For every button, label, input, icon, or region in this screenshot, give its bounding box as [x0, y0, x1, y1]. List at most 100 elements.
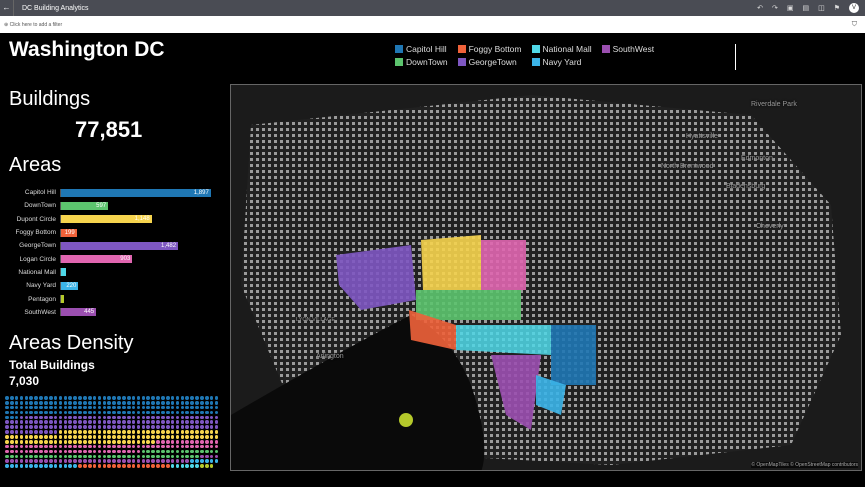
density-dot: [204, 430, 209, 434]
bar-row[interactable]: Pentagon: [0, 292, 215, 305]
bar[interactable]: 220: [61, 281, 79, 290]
density-dot: [170, 396, 175, 400]
density-dot: [185, 464, 190, 468]
density-dot: [151, 439, 155, 444]
map-legend: Capitol Hill Foggy Bottom National Mall Sou…: [395, 44, 654, 67]
filter-placeholder[interactable]: Click here to add a filter: [9, 21, 63, 28]
density-dot: [141, 464, 146, 468]
density-dot: [175, 444, 180, 449]
density-dot: [126, 405, 131, 410]
density-dot: [170, 425, 175, 429]
bar-row[interactable]: Dupont Circle 1,148: [0, 213, 215, 226]
legend-item[interactable]: SouthWest: [601, 44, 654, 54]
legend-item[interactable]: Foggy Bottom: [457, 44, 522, 54]
map-place-label: Bladensburg: [726, 183, 766, 190]
bar-row[interactable]: DownTown 597: [0, 199, 215, 212]
undo-icon[interactable]: ↶: [757, 5, 763, 12]
density-dot: [53, 410, 58, 415]
density-dot: [122, 430, 126, 434]
bar-row[interactable]: Logan Circle 903: [0, 252, 215, 265]
share-icon[interactable]: ▣: [786, 5, 794, 12]
map-view[interactable]: Riverdale Park Hyattsville Edmonton Nort…: [230, 84, 862, 471]
bar[interactable]: 597: [61, 201, 109, 210]
legend-item[interactable]: National Mall: [531, 44, 592, 54]
density-dot: [39, 439, 43, 444]
avatar[interactable]: V: [849, 3, 859, 13]
bar[interactable]: 1,148: [61, 215, 152, 224]
density-dot: [87, 449, 92, 454]
legend-label: Capitol Hill: [406, 44, 447, 54]
density-dot: [68, 400, 73, 405]
density-dot: [34, 400, 38, 405]
region-capitol-hill: [551, 325, 596, 385]
density-dot: [39, 415, 43, 420]
present-icon[interactable]: ◫: [818, 5, 825, 12]
density-dot: [136, 444, 141, 449]
density-dot: [39, 405, 43, 410]
bar[interactable]: 445: [61, 308, 97, 317]
density-dot: [97, 444, 102, 449]
density-dot: [102, 425, 107, 429]
density-dot: [141, 396, 146, 400]
density-dot: [39, 400, 43, 405]
bar-row[interactable]: Capitol Hill 1,897: [0, 186, 215, 199]
density-dot: [5, 396, 9, 400]
bar-row[interactable]: GeorgeTown 1,482: [0, 239, 215, 252]
bookmark-icon[interactable]: ⚑: [833, 5, 840, 12]
density-dot: [131, 425, 136, 429]
legend-item[interactable]: Navy Yard: [531, 57, 592, 67]
density-dot: [83, 425, 87, 429]
filter-bar[interactable]: ⊕ Click here to add a filter ⛉: [0, 16, 865, 33]
bar-row[interactable]: National Mall: [0, 266, 215, 279]
bar[interactable]: 1,897: [61, 188, 211, 197]
density-dot: [141, 459, 146, 464]
density-dot: [161, 425, 165, 429]
legend-swatch: [601, 45, 610, 53]
density-dot: [165, 430, 170, 434]
divider: [735, 44, 736, 70]
legend-item[interactable]: Capitol Hill: [395, 44, 448, 54]
density-dot: [68, 459, 73, 464]
density-dot: [102, 444, 107, 449]
density-dot: [14, 454, 19, 459]
notes-icon[interactable]: ▤: [802, 5, 810, 12]
density-dot: [180, 464, 185, 468]
density-dot: [136, 396, 141, 400]
bar[interactable]: 199: [61, 228, 77, 237]
density-dot: [5, 435, 9, 439]
bar[interactable]: [61, 268, 66, 277]
density-dot: [102, 464, 107, 468]
density-dot: [107, 425, 112, 429]
density-dot: [34, 439, 38, 444]
density-dot: [83, 420, 87, 425]
legend-item[interactable]: GeorgeTown: [457, 57, 522, 67]
bar[interactable]: 903: [61, 255, 133, 264]
density-dot: [107, 405, 112, 410]
redo-icon[interactable]: ↷: [771, 5, 778, 12]
filter-settings-icon[interactable]: ⛉: [851, 20, 857, 28]
density-dot: [9, 435, 14, 439]
density-dot: [200, 439, 204, 444]
density-dot: [24, 415, 29, 420]
bar-row[interactable]: Navy Yard 220: [0, 279, 215, 292]
density-dot: [73, 405, 77, 410]
bar-row[interactable]: Foggy Bottom 199: [0, 226, 215, 239]
density-dot: [185, 410, 190, 415]
density-dot: [151, 410, 155, 415]
density-dot: [97, 420, 102, 425]
density-dot: [58, 396, 63, 400]
bar-row[interactable]: SouthWest 445: [0, 306, 215, 319]
density-dot: [170, 454, 175, 459]
density-dot: [165, 435, 170, 439]
density-dot: [44, 444, 48, 449]
legend-item[interactable]: DownTown: [395, 57, 448, 67]
density-dot: [180, 435, 185, 439]
bar[interactable]: [61, 295, 65, 304]
bar[interactable]: 1,482: [61, 241, 179, 250]
density-dot: [195, 439, 199, 444]
density-dot: [126, 439, 131, 444]
map-canvas[interactable]: [231, 85, 862, 471]
density-dot: [117, 449, 121, 454]
density-dot: [131, 405, 136, 410]
back-button[interactable]: ←: [0, 0, 14, 16]
